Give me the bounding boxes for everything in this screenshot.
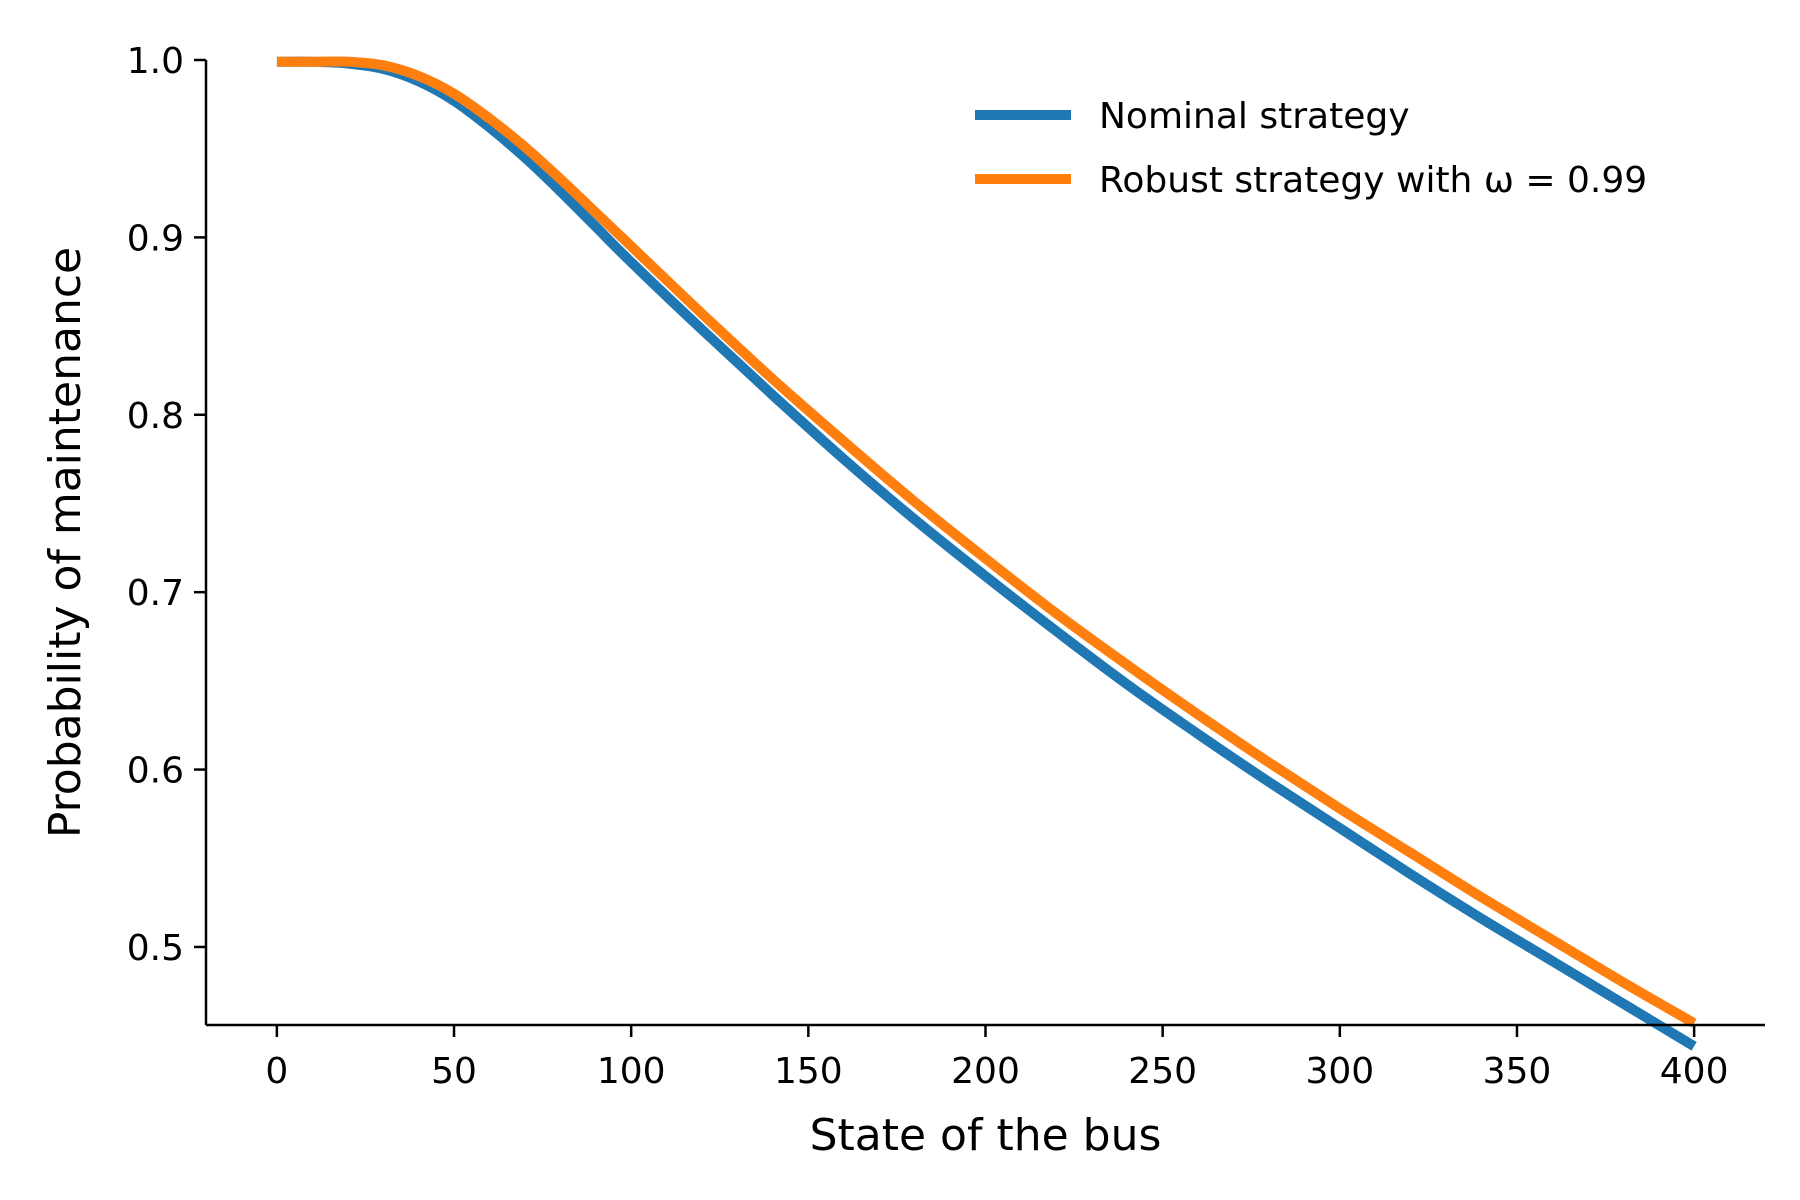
x-ticks: 0 50 100 150 200 250 300 350 400 xyxy=(265,1025,1728,1092)
x-tick-label: 350 xyxy=(1483,1051,1552,1092)
y-tick-label: 0.7 xyxy=(127,573,184,614)
legend-label: Nominal strategy xyxy=(1099,96,1410,137)
series-line-nominal xyxy=(276,56,1697,1051)
y-tick-label: 0.6 xyxy=(127,751,184,792)
x-tick-label: 50 xyxy=(431,1051,477,1092)
x-axis-label: State of the bus xyxy=(810,1110,1162,1161)
x-tick-label: 150 xyxy=(774,1051,843,1092)
x-tick-label: 250 xyxy=(1128,1051,1197,1092)
x-tick-label: 200 xyxy=(951,1051,1020,1092)
y-axis-label: Probability of maintenance xyxy=(40,247,91,838)
y-tick-label: 0.8 xyxy=(127,396,184,437)
y-tick-label: 1.0 xyxy=(127,41,184,82)
y-tick-label: 0.5 xyxy=(127,928,184,969)
series-layer xyxy=(276,56,1697,1051)
series-line-robust xyxy=(276,56,1697,1028)
x-tick-label: 300 xyxy=(1305,1051,1374,1092)
y-tick-label: 0.9 xyxy=(127,218,184,259)
legend-label: Robust strategy with ω = 0.99 xyxy=(1099,160,1647,201)
axes-layer xyxy=(204,60,1765,1027)
y-ticks: 0.5 0.6 0.7 0.8 0.9 1.0 xyxy=(127,41,206,969)
x-tick-label: 400 xyxy=(1660,1051,1729,1092)
x-tick-label: 100 xyxy=(597,1051,666,1092)
legend: Nominal strategy Robust strategy with ω =… xyxy=(975,96,1647,201)
x-tick-label: 0 xyxy=(265,1051,288,1092)
